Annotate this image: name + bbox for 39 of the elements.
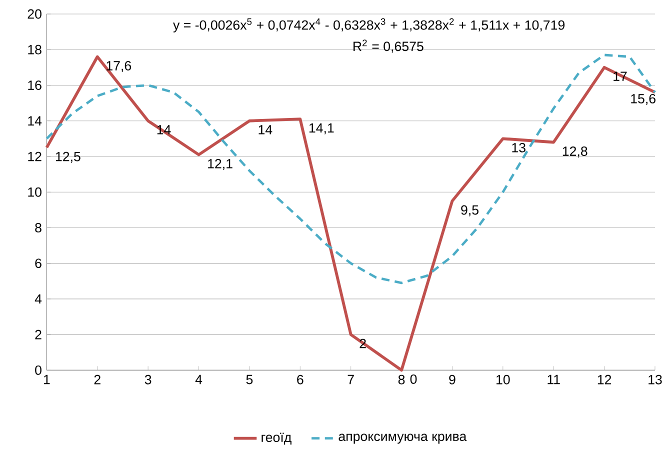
y-tick-label: 2 xyxy=(35,330,42,340)
y-tick-label: 0 xyxy=(35,365,42,375)
data-label: 15,6 xyxy=(631,94,656,105)
legend-label: геоїд xyxy=(262,432,292,444)
y-tick-label: 10 xyxy=(28,187,42,197)
y-tick-label: 20 xyxy=(28,9,42,19)
data-label: 13 xyxy=(512,142,526,152)
x-tick-label: 13 xyxy=(648,374,662,384)
data-label: 0 xyxy=(410,374,417,384)
data-label: 14 xyxy=(258,125,272,134)
x-tick-label: 9 xyxy=(449,374,456,384)
data-label: 14,1 xyxy=(309,123,334,134)
y-tick-label: 12 xyxy=(28,152,42,162)
x-tick-label: 3 xyxy=(144,374,152,384)
y-tick-label: 14 xyxy=(28,116,42,126)
line-series xyxy=(45,54,656,284)
data-label: 12,8 xyxy=(562,146,588,158)
annotation: R$^{2}$ = 0,6575 xyxy=(354,40,424,53)
text: y = -0,0026x$^{5}$ + 0,0742x$^{4}$ - 0,6328x$^{3}$ + 1,3828x$^{2}$ + 1,511x + 10,719 xyxy=(173,18,565,32)
x-tick-label: 2 xyxy=(94,374,100,384)
y-tick-label: 4 xyxy=(34,294,42,304)
data-label: 12,1 xyxy=(208,158,232,170)
y-tick-label: 16 xyxy=(28,80,42,90)
x-tick-label: 8 xyxy=(398,374,405,384)
legend-label: апроксимуюча крива xyxy=(338,434,467,444)
x-tick-label: 6 xyxy=(297,374,304,384)
y-tick-label: 8 xyxy=(35,222,42,232)
x-tick-label: 10 xyxy=(496,374,510,384)
x-tick-label: 7 xyxy=(348,374,354,384)
x-tick-label: 4 xyxy=(195,374,202,384)
data-label: 17,6 xyxy=(106,60,132,72)
x-tick-label: 12 xyxy=(598,374,612,384)
x-tick-label: 5 xyxy=(246,374,253,384)
x-tick-label: 11 xyxy=(548,374,560,384)
data-label: 9,5 xyxy=(461,205,478,216)
y-tick-label: 6 xyxy=(35,258,42,268)
data-label: 12,5 xyxy=(56,152,80,163)
y-tick-label: 18 xyxy=(28,44,42,54)
x-tick-label: 1 xyxy=(44,374,50,384)
